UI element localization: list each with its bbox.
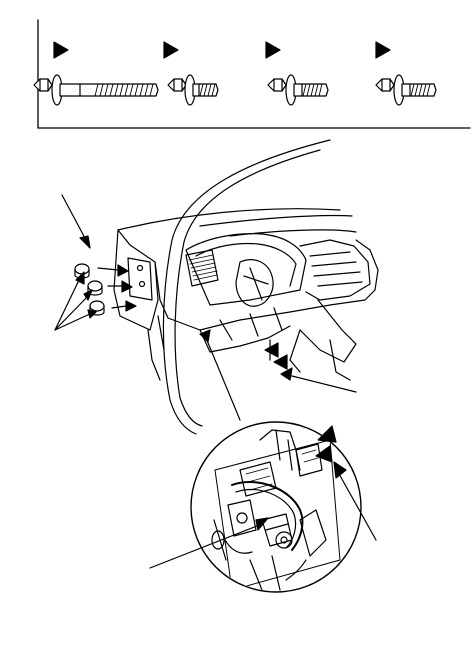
detail-leader [205,337,241,421]
upper-left-leader [61,194,87,241]
dash-right-section [299,239,371,301]
legend-marker-1-arrowhead-icon [53,41,69,59]
lower-pillar [147,315,165,381]
clip-leader-b-arrowhead-icon [83,289,93,301]
dash-arrow-1-arrowhead-icon [264,342,279,358]
detail-clip-round [275,531,293,549]
clip-leader-c-arrowhead-icon [87,309,97,319]
dash-top-edge [117,208,341,231]
legend-marker-3-arrowhead-icon [265,41,281,59]
detail-connector-right [295,443,323,477]
bracket-hole-1 [136,264,144,272]
dash-right-section-lines [309,251,363,287]
legend-bolt-2-short-icon [167,74,219,106]
clip-group-leader-c [54,312,93,331]
glove-area [299,299,357,363]
steering-column [235,259,274,307]
legend-bolt-1-long-icon [33,74,159,106]
upper-left-leader-arrowhead-icon [79,235,91,249]
bottom-left-leader-arrowhead-icon [255,517,269,531]
console-lines [269,329,351,381]
fastener-legend [33,19,471,129]
legend-marker-4-arrowhead-icon [375,41,391,59]
dashboard-illustration [54,139,379,435]
steering-column-detail [243,267,269,301]
legend-bolt-4-medium-icon [375,74,437,106]
dash-arrow-2-arrowhead-icon [273,354,288,370]
legend-box-frame [37,19,471,129]
detail-arrow-1-arrowhead-icon [317,425,337,443]
dash-top-edge-3 [229,229,357,237]
lower-dash [199,325,291,353]
lower-dash-inner [219,307,283,341]
bottom-left-leader [149,523,263,569]
side-bracket [127,257,153,301]
detail-wire-harness [231,481,304,551]
detail-arrow-right-arrowhead-icon [333,461,347,479]
lower-right-leader-arrowhead-icon [280,367,293,381]
a-pillar-inner [174,149,321,427]
clip-group-leader-a [54,277,81,331]
cluster-hood [185,233,307,306]
cluster-hood-inner [195,242,297,287]
a-pillar-outer [162,139,331,435]
dash-side-end-panel [113,229,159,331]
legend-marker-2-arrowhead-icon [163,41,179,59]
bracket-arrows [97,264,137,312]
legend-bolt-3-medium-icon [267,74,329,106]
detail-contents [211,429,341,591]
clip-group-leader-b [54,293,91,331]
dash-top-edge-2 [199,214,353,227]
lower-right-leader [283,373,357,393]
center-vent [185,249,219,287]
detail-arrow-2-arrowhead-icon [315,445,333,463]
detail-magnifier [149,421,377,593]
detail-leader-origin-icon [199,329,211,343]
clip-leader-a-arrowhead-icon [75,271,85,285]
detail-arrow-right-leader [337,471,377,541]
bracket-hole-2 [138,280,146,288]
